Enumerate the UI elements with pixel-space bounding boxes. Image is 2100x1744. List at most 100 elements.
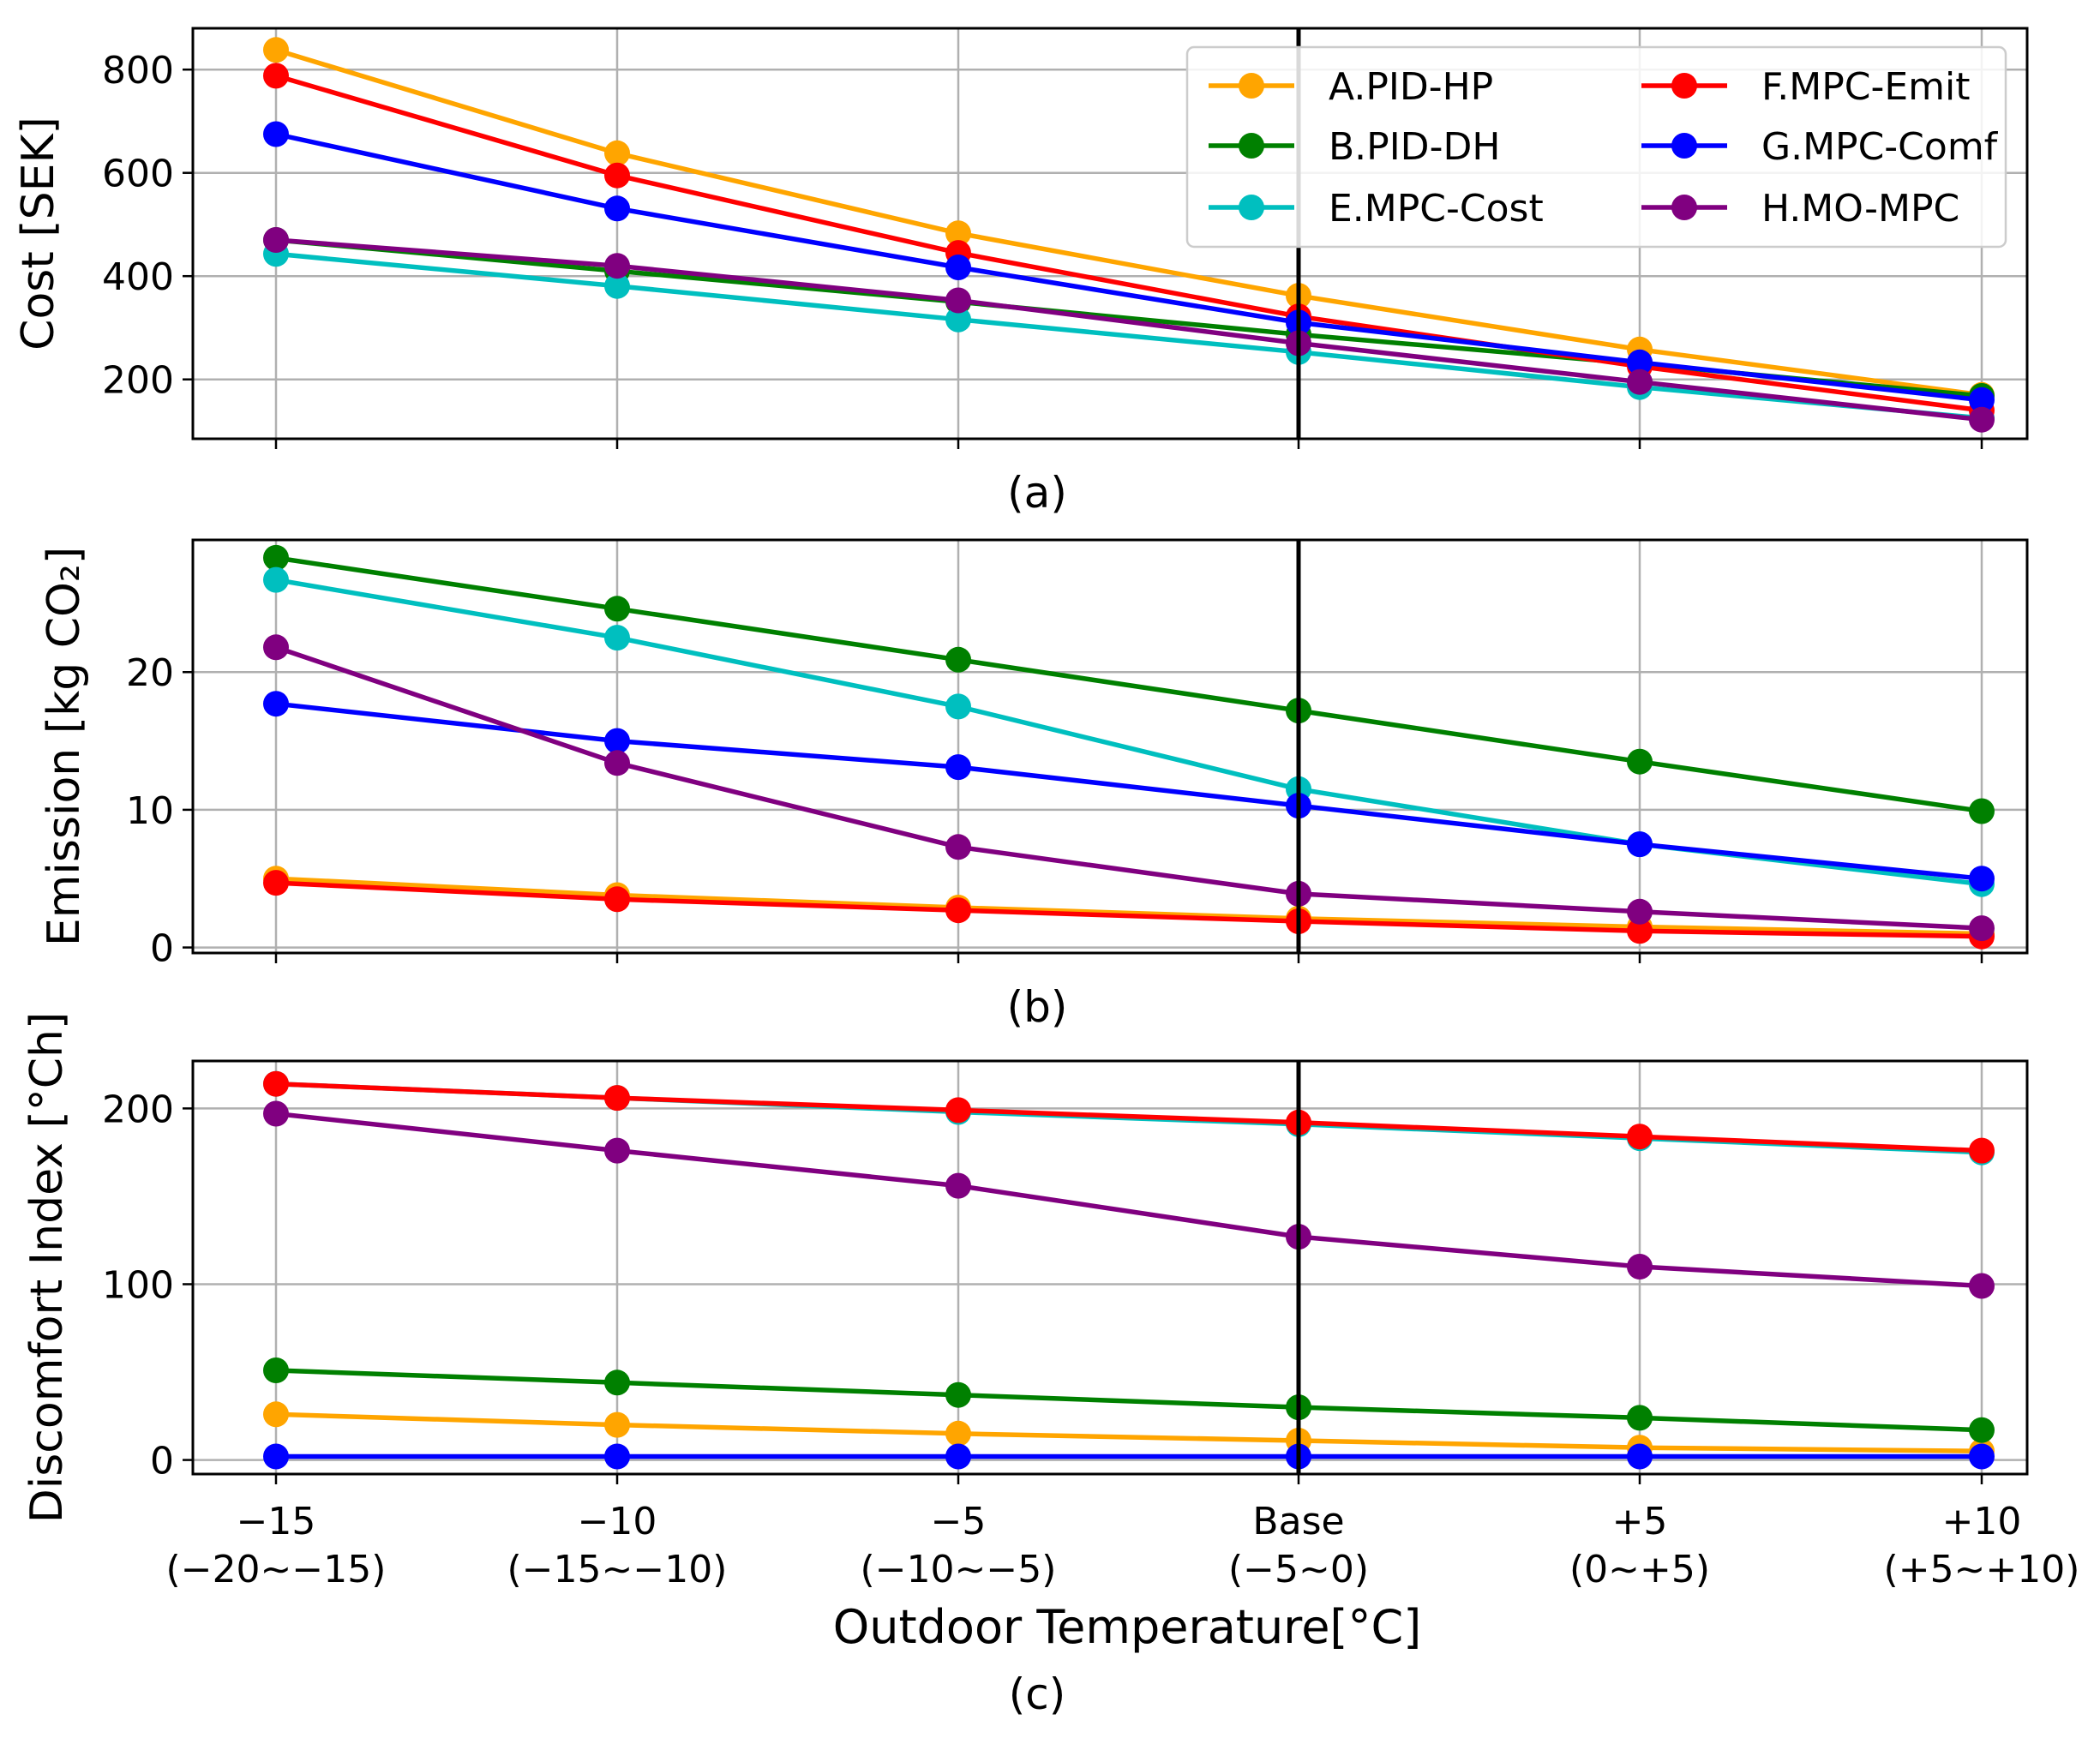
data-point-F.MPC-Emit xyxy=(1627,1124,1653,1150)
data-point-G.MPC-Comf xyxy=(945,255,971,280)
legend-label: F.MPC-Emit xyxy=(1761,65,1970,109)
data-point-B.PID-DH xyxy=(263,1357,289,1383)
y-tick-label: 20 xyxy=(126,651,174,695)
legend-item-B.PID-DH: B.PID-DH xyxy=(1209,125,1500,169)
legend-item-G.MPC-Comf: G.MPC-Comf xyxy=(1641,125,1999,169)
data-point-B.PID-DH xyxy=(604,596,630,622)
data-point-B.PID-DH xyxy=(1969,1417,1995,1443)
plot-frame xyxy=(191,27,2029,440)
data-point-A.PID-HP xyxy=(945,220,971,247)
x-tick-range-label: (−5∼0) xyxy=(1228,1548,1369,1591)
data-point-H.MO-MPC xyxy=(1627,1254,1653,1280)
x-tick-label: −15 xyxy=(237,1500,316,1543)
data-point-A.PID-HP xyxy=(263,1401,289,1428)
legend-marker xyxy=(1671,133,1697,159)
panel-caption: (c) xyxy=(1009,1669,1066,1719)
series-line-H.MO-MPC xyxy=(275,644,1983,931)
series-line-G.MPC-Comf xyxy=(275,131,1983,403)
y-tick-label: 600 xyxy=(102,153,174,196)
x-axis-label: Outdoor Temperature[°C] xyxy=(833,1600,1422,1654)
series-line-F.MPC-Emit xyxy=(275,880,1983,939)
data-point-F.MPC-Emit xyxy=(604,886,630,913)
x-tick-range-label: (+5∼+10) xyxy=(1884,1548,2080,1591)
series-line-G.MPC-Comf xyxy=(275,701,1983,881)
data-point-B.PID-DH xyxy=(1627,748,1653,775)
legend-item-E.MPC-Cost: E.MPC-Cost xyxy=(1209,187,1544,231)
series-line-H.MO-MPC xyxy=(275,1111,1983,1289)
y-tick-label: 0 xyxy=(150,1440,174,1483)
legend-marker xyxy=(1239,195,1264,220)
data-point-B.PID-DH xyxy=(604,1369,630,1396)
data-point-B.PID-DH xyxy=(945,1381,971,1408)
legend-label: H.MO-MPC xyxy=(1761,187,1959,231)
x-tick-label: Base xyxy=(1252,1500,1344,1543)
series-line-F.MPC-Emit xyxy=(275,73,1983,413)
data-point-E.MPC-Cost xyxy=(945,693,971,720)
data-point-H.MO-MPC xyxy=(263,634,289,661)
x-tick-range-label: (−15∼−10) xyxy=(507,1548,728,1591)
data-point-H.MO-MPC xyxy=(1627,898,1653,925)
data-point-A.PID-HP xyxy=(604,140,630,166)
series-line-B.PID-DH xyxy=(275,555,1983,814)
legend-box xyxy=(1185,45,2007,249)
legend-item-F.MPC-Emit: F.MPC-Emit xyxy=(1641,65,1970,109)
data-point-E.MPC-Cost xyxy=(263,566,289,593)
series-line-B.PID-DH xyxy=(275,1368,1983,1433)
data-point-B.PID-DH xyxy=(1627,1405,1653,1431)
y-tick-label: 200 xyxy=(102,1088,174,1131)
data-point-H.MO-MPC xyxy=(945,1172,971,1199)
legend-item-H.MO-MPC: H.MO-MPC xyxy=(1641,187,1959,231)
data-point-H.MO-MPC xyxy=(1969,915,1995,942)
data-point-G.MPC-Comf xyxy=(604,1443,630,1470)
x-tick-label: −5 xyxy=(931,1500,987,1543)
data-point-G.MPC-Comf xyxy=(1627,1443,1653,1470)
legend-label: E.MPC-Cost xyxy=(1329,187,1544,231)
data-point-H.MO-MPC xyxy=(1969,406,1995,433)
data-point-E.MPC-Cost xyxy=(604,273,630,299)
data-point-F.MPC-Emit xyxy=(263,1070,289,1097)
legend-marker xyxy=(1671,73,1697,99)
data-point-G.MPC-Comf xyxy=(1969,387,1995,413)
plot-frame xyxy=(191,538,2029,955)
y-tick-label: 0 xyxy=(150,927,174,971)
data-point-B.PID-DH xyxy=(1969,798,1995,824)
data-point-H.MO-MPC xyxy=(604,750,630,776)
data-point-F.MPC-Emit xyxy=(1969,1137,1995,1164)
plot-frame xyxy=(191,1059,2029,1476)
data-point-F.MPC-Emit xyxy=(945,1097,971,1124)
data-point-G.MPC-Comf xyxy=(1969,866,1995,892)
data-point-G.MPC-Comf xyxy=(263,1443,289,1470)
x-tick-label: −10 xyxy=(578,1500,657,1543)
panel-caption: (a) xyxy=(1007,468,1067,518)
legend-label: B.PID-DH xyxy=(1329,125,1500,169)
y-axis-label: Discomfort Index [°Ch] xyxy=(21,1012,73,1524)
y-tick-label: 400 xyxy=(102,255,174,299)
legend: A.PID-HP B.PID-DH E.MPC-Cost F.MPC-Emit G.MP… xyxy=(1185,45,2007,249)
series-line-A.PID-HP xyxy=(275,876,1983,937)
y-tick-label: 100 xyxy=(102,1263,174,1307)
data-point-G.MPC-Comf xyxy=(945,1443,971,1470)
data-point-F.MPC-Emit xyxy=(604,162,630,189)
data-point-G.MPC-Comf xyxy=(1627,349,1653,375)
data-point-H.MO-MPC xyxy=(263,1100,289,1127)
x-tick-range-label: (−10∼−5) xyxy=(861,1548,1057,1591)
panel-caption: (b) xyxy=(1007,982,1068,1032)
data-point-G.MPC-Comf xyxy=(263,691,289,717)
legend-marker xyxy=(1671,195,1697,220)
y-axis-label: Emission [kg CO₂] xyxy=(39,547,90,946)
data-point-A.PID-HP xyxy=(263,37,289,63)
data-point-G.MPC-Comf xyxy=(604,195,630,222)
legend-label: A.PID-HP xyxy=(1329,65,1493,109)
data-point-G.MPC-Comf xyxy=(1627,831,1653,858)
data-point-G.MPC-Comf xyxy=(1969,1443,1995,1470)
data-point-A.PID-HP xyxy=(604,1411,630,1438)
y-axis-label: Cost [SEK] xyxy=(13,117,64,351)
x-tick-label: +10 xyxy=(1942,1500,2022,1543)
x-tick-range-label: (0∼+5) xyxy=(1569,1548,1710,1591)
data-point-H.MO-MPC xyxy=(945,834,971,860)
data-point-H.MO-MPC xyxy=(1969,1273,1995,1299)
data-point-H.MO-MPC xyxy=(604,1137,630,1164)
series-line-E.MPC-Cost xyxy=(275,251,1983,421)
data-point-H.MO-MPC xyxy=(1627,369,1653,395)
